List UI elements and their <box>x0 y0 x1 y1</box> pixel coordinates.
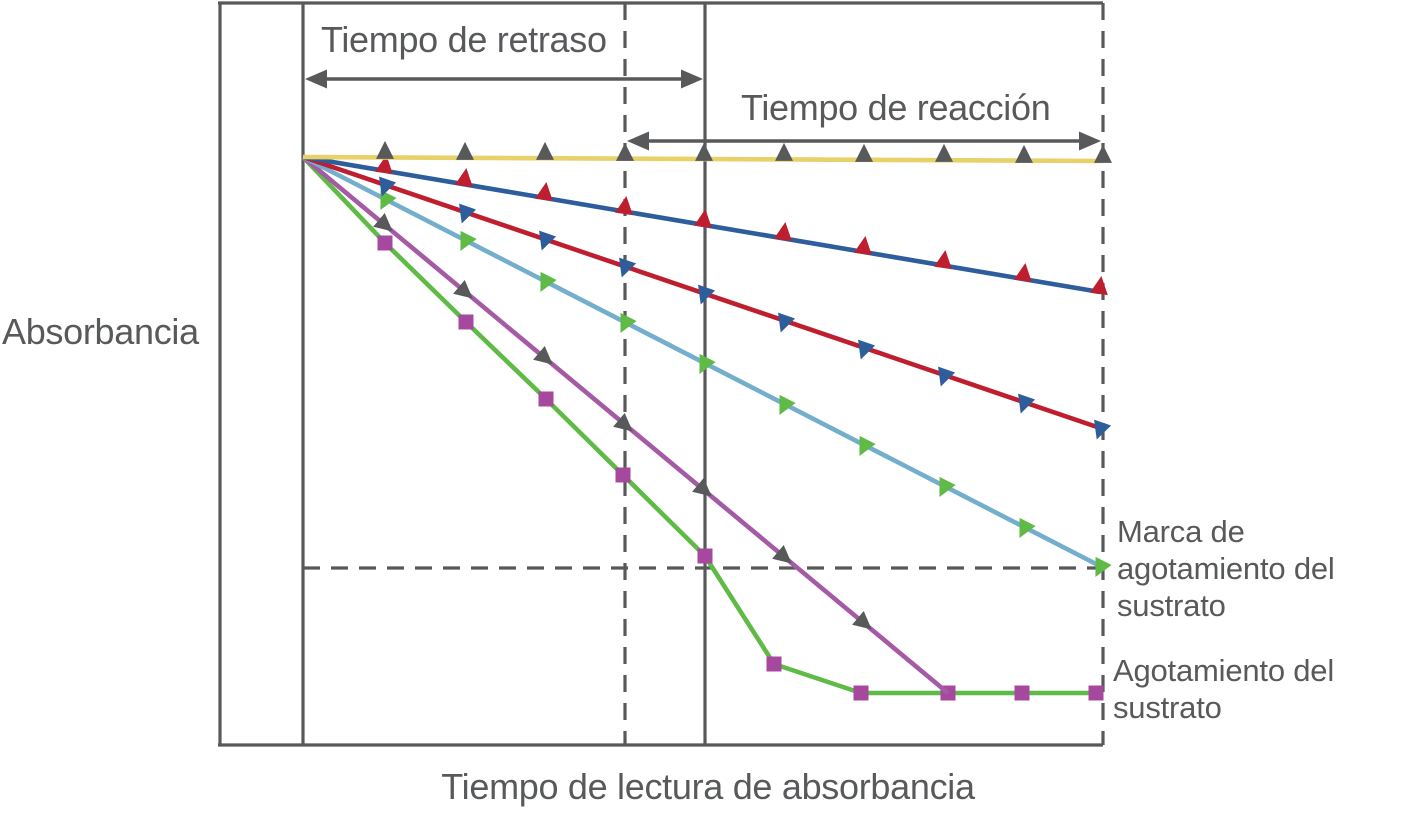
curve-blue-slower-marker <box>933 250 952 270</box>
curve-green-steepest-substrate-depleted-marker <box>697 548 713 564</box>
curve-purple-steep-marker <box>852 611 872 630</box>
curve-yellow-flat-marker <box>1094 144 1112 163</box>
curve-yellow-flat-marker <box>855 143 873 162</box>
curve-purple-steep-marker <box>533 346 553 365</box>
substrate-mark-label: Marca de agotamiento del sustrato <box>1117 514 1335 623</box>
curve-skyblue-medium-marker <box>380 189 397 210</box>
curve-skyblue-medium-marker <box>1019 517 1036 538</box>
curve-yellow-flat-marker <box>376 140 394 159</box>
curve-blue-slower-marker <box>853 236 872 256</box>
delay-time-label: Tiempo de retraso <box>321 19 607 60</box>
curve-red-slow-marker <box>619 257 637 278</box>
curve-green-steepest-substrate-depleted-marker <box>766 656 782 672</box>
curve-purple-steep-marker <box>453 280 473 299</box>
curve-green-steepest-substrate-depleted-marker <box>1088 685 1104 701</box>
x-axis-label: Tiempo de lectura de absorbancia <box>441 766 975 807</box>
delay-time-arrow-left-head <box>305 69 327 89</box>
curve-skyblue-medium-marker <box>699 353 716 374</box>
curve-blue-slower-marker <box>614 196 633 216</box>
curve-green-steepest-substrate-depleted-marker <box>853 685 869 701</box>
delay-time-arrow-right-head <box>681 69 703 89</box>
curve-skyblue-medium-marker <box>939 476 956 497</box>
curve-yellow-flat-marker <box>536 141 554 160</box>
curve-skyblue-medium-marker <box>540 271 557 292</box>
curve-red-slow-marker <box>858 339 876 360</box>
curve-green-steepest-substrate-depleted-marker <box>377 235 393 251</box>
curve-skyblue-medium-marker <box>620 312 637 333</box>
curve-red-slow-marker <box>459 203 477 224</box>
curve-green-steepest-substrate-depleted-marker <box>538 391 554 407</box>
curve-blue-slower-marker <box>1013 263 1032 283</box>
curve-red-slow-marker <box>938 366 956 387</box>
substrate-depletion-label: Agotamiento del sustrato <box>1113 653 1335 725</box>
curve-yellow-flat-marker <box>456 141 474 160</box>
curve-green-steepest-substrate-depleted-marker <box>458 314 474 330</box>
curve-blue-slower-marker <box>693 209 712 229</box>
reaction-time-label: Tiempo de reacción <box>741 87 1051 128</box>
curve-skyblue-medium-marker <box>460 230 477 251</box>
curve-red-slow-marker <box>698 284 716 305</box>
curve-blue-slower-marker <box>773 222 792 242</box>
curve-red-slow-marker <box>1094 419 1112 440</box>
curve-purple-steep-marker <box>613 413 633 432</box>
curve-yellow-flat-marker <box>695 142 713 161</box>
curve-blue-slower-marker <box>454 168 473 188</box>
curve-purple-steep-marker <box>772 545 792 564</box>
curve-green-steepest-substrate-depleted-marker <box>1014 685 1030 701</box>
curve-green-steepest-substrate-depleted <box>301 155 1096 696</box>
curve-red-slow-marker <box>1018 393 1036 414</box>
curve-yellow-flat-marker <box>1015 144 1033 163</box>
curve-yellow-flat-marker <box>616 142 634 161</box>
curve-yellow-flat-marker <box>775 142 793 161</box>
curve-skyblue-medium-marker <box>779 394 796 415</box>
curve-skyblue-medium-marker <box>859 435 876 456</box>
reaction-time-arrow-right-head <box>1079 131 1101 151</box>
curve-blue-slower-marker <box>534 182 553 202</box>
y-axis-label: Absorbancia <box>2 311 199 352</box>
reaction-time-arrow-left-head <box>627 131 649 151</box>
curve-green-steepest-substrate-depleted-marker <box>615 467 631 483</box>
curve-skyblue-medium-marker <box>1095 556 1112 577</box>
curve-red-slow-marker <box>379 176 397 197</box>
curve-purple-steep-marker <box>692 478 712 497</box>
curve-purple-steep-marker <box>373 213 393 232</box>
curve-red-slow-marker <box>778 312 796 333</box>
curve-blue-slower-marker <box>1089 276 1108 296</box>
curve-blue-slower-marker <box>374 155 393 175</box>
curve-yellow-flat-marker <box>935 143 953 162</box>
curve-red-slow-marker <box>539 230 557 251</box>
